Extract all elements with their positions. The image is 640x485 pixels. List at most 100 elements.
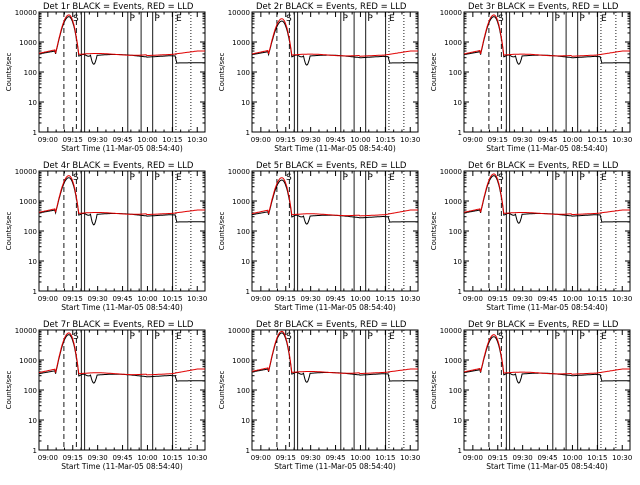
panel-8-x-tick-label: 09:45 bbox=[325, 454, 345, 462]
panel-9-x-tick-label: 09:00 bbox=[463, 454, 483, 462]
panel-7-y-axis-label: Counts/sec bbox=[5, 371, 13, 410]
panel-5-x-tick-label: 10:15 bbox=[375, 295, 395, 303]
panel-7-marker-letter: E bbox=[176, 332, 182, 342]
panel-8-y-tick-label: 10 bbox=[241, 417, 250, 425]
panel-4-marker-letter: P bbox=[129, 173, 135, 183]
panel-7-y-tick-label: 100 bbox=[24, 387, 37, 395]
panel-1-y-tick-label: 100 bbox=[24, 69, 37, 77]
panel-3-marker-letter: S bbox=[498, 14, 504, 24]
panel-9-x-tick-label: 09:30 bbox=[513, 454, 533, 462]
panel-8-y-tick-label: 1000 bbox=[232, 357, 250, 365]
panel-4-x-tick-label: 10:00 bbox=[137, 295, 157, 303]
panel-3-y-axis-label: Counts/sec bbox=[430, 53, 438, 92]
panel-4-events-series-line bbox=[38, 177, 205, 226]
panel-3-y-tick-label: 10 bbox=[453, 99, 462, 107]
panel-6-x-tick-label: 09:45 bbox=[537, 295, 557, 303]
panel-1-marker-letter: E bbox=[176, 14, 182, 24]
panel-1-x-axis-label: Start Time (11-Mar-05 08:54:40) bbox=[61, 144, 183, 153]
panel-2-events-series-line bbox=[251, 20, 418, 66]
panel-6-title: Det 6r BLACK = Events, RED = LLD bbox=[468, 161, 619, 171]
panel-7-x-tick-label: 09:30 bbox=[88, 454, 108, 462]
panel-9-marker-letter: E bbox=[601, 332, 607, 342]
panel-9-marker-letter: P bbox=[579, 332, 585, 342]
panel-4-x-tick-label: 09:15 bbox=[63, 295, 83, 303]
panel-6-y-axis-label: Counts/sec bbox=[430, 212, 438, 251]
panel-5-marker-letter: P bbox=[342, 173, 348, 183]
panel-7-marker-letter: P bbox=[129, 332, 135, 342]
panel-2-y-tick-label: 1 bbox=[246, 129, 250, 137]
panel-6-x-tick-label: 10:00 bbox=[562, 295, 582, 303]
panel-9-x-tick-label: 10:15 bbox=[587, 454, 607, 462]
panel-8-marker-letter: P bbox=[367, 332, 373, 342]
panel-7-marker-letter: P bbox=[154, 332, 160, 342]
panel-6-x-tick-label: 09:30 bbox=[513, 295, 533, 303]
panel-9-x-tick-label: 10:00 bbox=[562, 454, 582, 462]
panel-6-y-tick-label: 10000 bbox=[440, 168, 462, 176]
panel-1-x-tick-label: 09:15 bbox=[63, 136, 83, 144]
panel-3-x-tick-label: 09:15 bbox=[488, 136, 508, 144]
panel-5-y-tick-label: 1 bbox=[246, 288, 250, 296]
panel-3-marker-letter: P bbox=[579, 14, 585, 24]
panel-5-y-tick-label: 1000 bbox=[232, 198, 250, 206]
panel-4-y-tick-label: 1000 bbox=[19, 198, 37, 206]
panel-6-x-tick-label: 09:15 bbox=[488, 295, 508, 303]
panel-9-title: Det 9r BLACK = Events, RED = LLD bbox=[468, 320, 619, 330]
panel-4-title: Det 4r BLACK = Events, RED = LLD bbox=[43, 161, 194, 171]
panel-2-marker-letter: P bbox=[342, 14, 348, 24]
panel-2-title: Det 2r BLACK = Events, RED = LLD bbox=[256, 2, 407, 12]
panel-8-lld-series-line bbox=[251, 330, 418, 375]
panel-2-lld-series-line bbox=[251, 18, 418, 57]
panel-4-x-tick-label: 09:30 bbox=[88, 295, 108, 303]
panel-3-marker-letter: E bbox=[601, 14, 607, 24]
panel-2-x-tick-label: 09:15 bbox=[276, 136, 296, 144]
panel-7-y-tick-label: 10000 bbox=[15, 327, 37, 335]
panel-3-y-tick-label: 100 bbox=[449, 69, 462, 77]
panel-5-x-tick-label: 09:00 bbox=[251, 295, 271, 303]
panel-7-title: Det 7r BLACK = Events, RED = LLD bbox=[43, 320, 194, 330]
panel-2-x-tick-label: 09:45 bbox=[325, 136, 345, 144]
panel-6-y-tick-label: 1 bbox=[458, 288, 462, 296]
panel-8-x-axis-label: Start Time (11-Mar-05 08:54:40) bbox=[274, 462, 396, 471]
panel-1-x-tick-label: 09:45 bbox=[112, 136, 132, 144]
panel-9-marker-letter: P bbox=[554, 332, 560, 342]
panel-6-marker-letter: P bbox=[554, 173, 560, 183]
panel-2-x-tick-label: 10:00 bbox=[350, 136, 370, 144]
panel-4-y-tick-label: 1 bbox=[33, 288, 37, 296]
panel-9-x-tick-label: 10:30 bbox=[612, 454, 632, 462]
panel-8-marker-letter: P bbox=[342, 332, 348, 342]
panel-5-x-tick-label: 09:15 bbox=[276, 295, 296, 303]
panel-9-x-tick-label: 09:15 bbox=[488, 454, 508, 462]
panel-1-title: Det 1r BLACK = Events, RED = LLD bbox=[43, 2, 194, 12]
panel-1-x-tick-label: 10:00 bbox=[137, 136, 157, 144]
panel-5-marker-letter: S bbox=[286, 173, 292, 183]
panel-6-y-tick-label: 10 bbox=[453, 258, 462, 266]
panel-5-marker-letter: P bbox=[367, 173, 373, 183]
panel-6-lld-series-line bbox=[463, 173, 630, 216]
panel-4-marker-letter: E bbox=[176, 173, 182, 183]
panel-6-marker-letter: S bbox=[498, 173, 504, 183]
panel-4-y-tick-label: 10000 bbox=[15, 168, 37, 176]
panel-1-y-tick-label: 10 bbox=[28, 99, 37, 107]
panel-3-x-axis-label: Start Time (11-Mar-05 08:54:40) bbox=[486, 144, 608, 153]
panel-4-lld-series-line bbox=[38, 175, 205, 216]
panel-2-y-tick-label: 10000 bbox=[228, 9, 250, 17]
panel-5-x-tick-label: 10:00 bbox=[350, 295, 370, 303]
panel-1-y-tick-label: 1000 bbox=[19, 39, 37, 47]
panel-5-title: Det 5r BLACK = Events, RED = LLD bbox=[256, 161, 407, 171]
panel-1-lld-series-line bbox=[38, 14, 205, 57]
panel-8-x-tick-label: 09:30 bbox=[301, 454, 321, 462]
panel-2-y-tick-label: 100 bbox=[237, 69, 250, 77]
panel-1-marker-letter: P bbox=[129, 14, 135, 24]
panel-5-x-tick-label: 10:30 bbox=[400, 295, 420, 303]
panel-4-marker-letter: S bbox=[73, 173, 79, 183]
panel-4-x-tick-label: 10:15 bbox=[162, 295, 182, 303]
panel-9-events-series-line bbox=[463, 336, 630, 384]
panel-2-x-tick-label: 09:00 bbox=[251, 136, 271, 144]
panel-4-y-axis-label: Counts/sec bbox=[5, 212, 13, 251]
panel-4-x-tick-label: 09:45 bbox=[112, 295, 132, 303]
panel-6-y-tick-label: 1000 bbox=[444, 198, 462, 206]
panel-6-x-axis-label: Start Time (11-Mar-05 08:54:40) bbox=[486, 303, 608, 312]
panel-6-x-tick-label: 09:00 bbox=[463, 295, 483, 303]
